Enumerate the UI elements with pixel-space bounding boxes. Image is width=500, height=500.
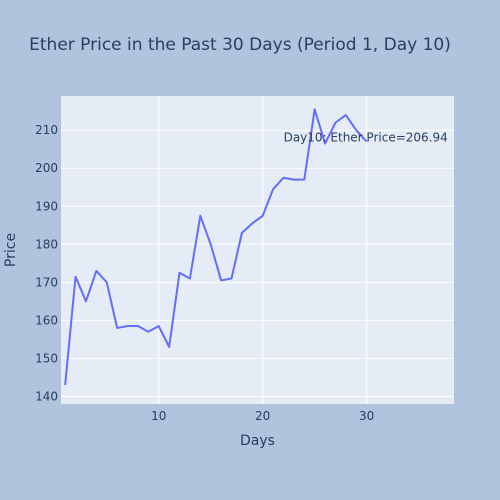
y-tick-label: 170 [35, 275, 58, 289]
series-line [64, 108, 368, 386]
x-tick-label: 30 [359, 409, 374, 423]
y-tick-label: 140 [35, 389, 58, 403]
grid [61, 96, 454, 404]
y-tick-label: 150 [35, 351, 58, 365]
ticks: 10 20 30 140 150 160 170 180 190 200 210 [35, 123, 374, 423]
plot-background [61, 96, 454, 404]
chart-title: Ether Price in the Past 30 Days (Period … [29, 35, 451, 55]
y-axis-label: Price [3, 233, 19, 267]
x-axis-label: Days [240, 433, 275, 449]
x-tick-label: 10 [151, 409, 166, 423]
y-tick-label: 200 [35, 161, 58, 175]
x-tick-label: 20 [255, 409, 270, 423]
y-tick-label: 180 [35, 237, 58, 251]
y-tick-label: 160 [35, 313, 58, 327]
annotation-label: Day10: Ether Price=206.94 [284, 130, 448, 144]
y-tick-label: 190 [35, 199, 58, 213]
y-tick-label: 210 [35, 123, 58, 137]
